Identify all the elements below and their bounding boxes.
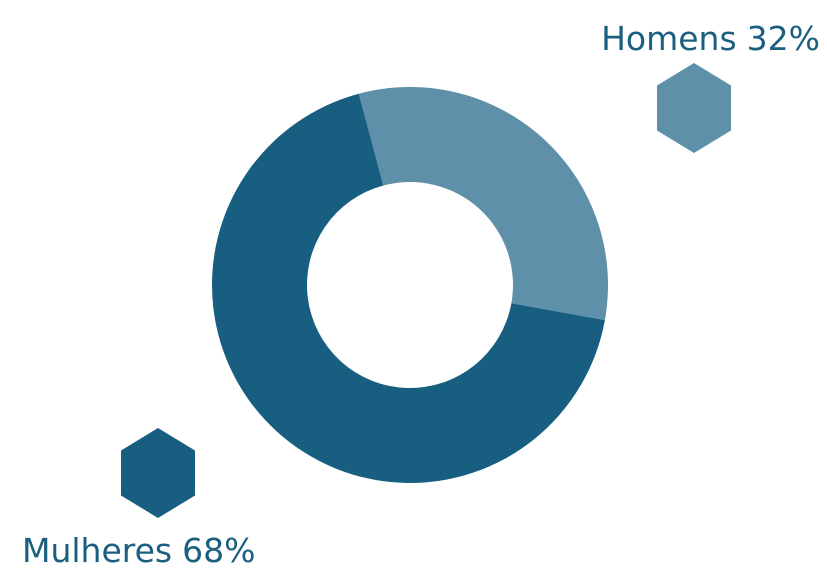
slice-label: Mulheres 68% xyxy=(22,531,255,570)
category-label: Mulheres xyxy=(22,531,172,570)
donut-slice xyxy=(212,93,605,483)
donut-slice xyxy=(358,87,608,321)
legend-hexagon xyxy=(121,428,195,518)
value-label: 32% xyxy=(747,19,820,58)
category-label: Homens xyxy=(601,19,737,58)
slice-label: Homens 32% xyxy=(601,19,820,58)
value-label: 68% xyxy=(182,531,255,570)
legend-hexagon xyxy=(657,63,731,153)
